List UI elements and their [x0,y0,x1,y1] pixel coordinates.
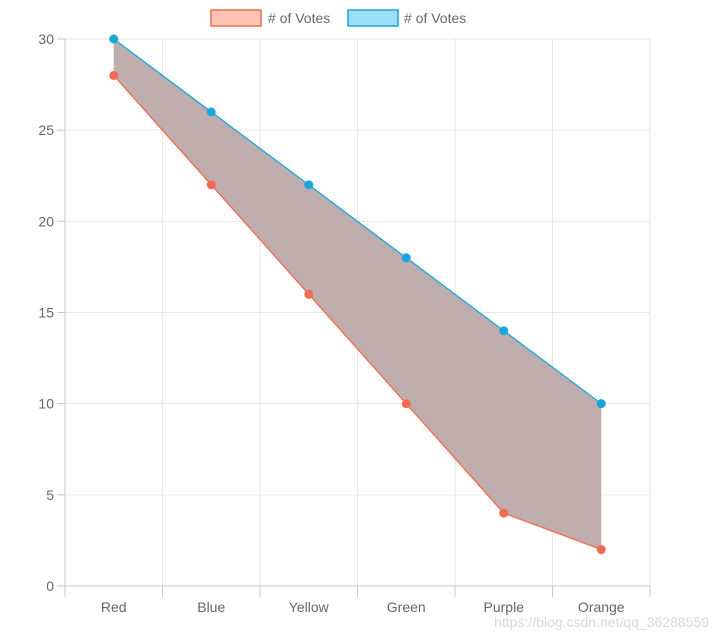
x-tick-label: Red [101,599,127,615]
series-line-1 [113,38,602,405]
x-tick-label: Blue [197,599,225,615]
x-tick-label: Purple [484,599,525,615]
data-point [109,70,119,80]
y-tick-label: 20 [38,213,54,229]
series-points [109,34,606,555]
data-point [206,107,216,117]
area-between-series [113,39,602,550]
data-point [304,180,314,190]
y-tick-label: 10 [38,396,54,412]
data-point [596,399,606,409]
data-point [401,399,411,409]
y-tick-label: 25 [38,122,54,138]
data-point [596,545,606,555]
data-point [304,289,314,299]
x-tick-label: Yellow [289,599,330,615]
legend-swatch [347,9,399,27]
data-point [401,253,411,263]
axes: 0 5 10 15 20 25 30 Red Blue Yellow Green Purple Oran… [38,31,651,615]
y-tick-label: 30 [38,31,54,47]
legend[interactable]: # of Votes # of Votes [210,9,466,27]
x-tick-label: Green [387,599,426,615]
area-fill [113,39,602,550]
data-point [109,34,119,44]
watermark: https://blog.csdn.net/qq_36288559 [494,614,709,630]
data-point [499,326,509,336]
y-tick-label: 15 [38,305,54,321]
y-tick-label: 0 [46,578,54,594]
legend-label: # of Votes [404,10,466,26]
legend-item[interactable]: # of Votes [210,9,330,27]
series-lines [113,38,602,551]
series-line-0 [113,75,602,551]
data-point [206,180,216,190]
legend-swatch [210,9,262,27]
y-tick-label: 5 [46,487,54,503]
legend-item[interactable]: # of Votes [347,9,466,27]
x-tick-label: Orange [578,599,625,615]
data-point [499,508,509,518]
legend-label: # of Votes [268,10,330,26]
